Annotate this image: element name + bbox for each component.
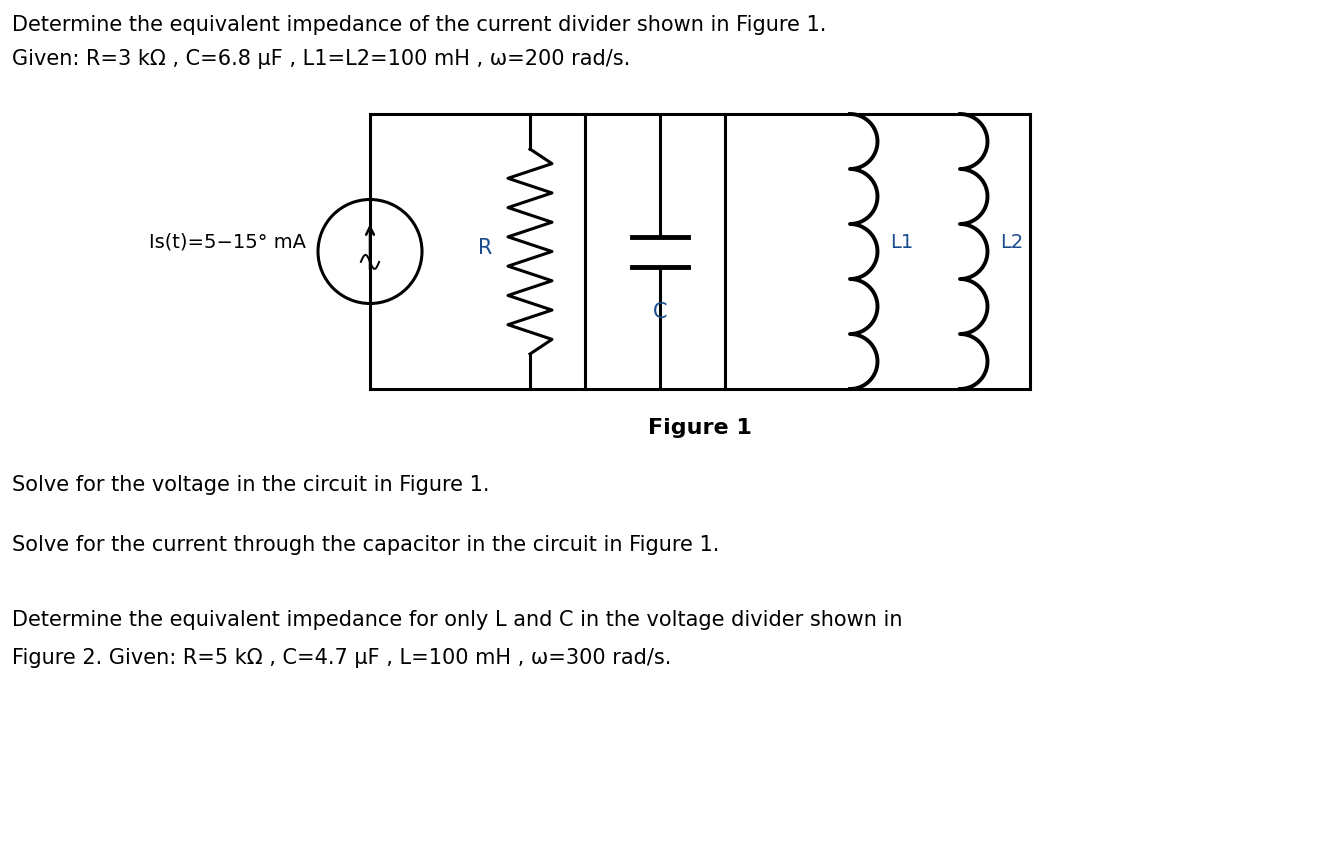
Text: Is(t)=5−15° mA: Is(t)=5−15° mA [149, 233, 306, 252]
Text: Figure 1: Figure 1 [648, 418, 752, 437]
Text: Figure 2. Given: R=5 kΩ , C=4.7 μF , L=100 mH , ω=300 rad/s.: Figure 2. Given: R=5 kΩ , C=4.7 μF , L=1… [12, 647, 672, 668]
Text: L2: L2 [1001, 233, 1023, 252]
Text: C: C [653, 302, 667, 322]
Text: Determine the equivalent impedance of the current divider shown in Figure 1.: Determine the equivalent impedance of th… [12, 15, 826, 35]
Text: L1: L1 [890, 233, 913, 252]
Text: Determine the equivalent impedance for only L and C in the voltage divider shown: Determine the equivalent impedance for o… [12, 609, 903, 630]
Text: Given: R=3 kΩ , C=6.8 μF , L1=L2=100 mH , ω=200 rad/s.: Given: R=3 kΩ , C=6.8 μF , L1=L2=100 mH … [12, 49, 630, 69]
Text: Solve for the voltage in the circuit in Figure 1.: Solve for the voltage in the circuit in … [12, 474, 490, 495]
Text: Solve for the current through the capacitor in the circuit in Figure 1.: Solve for the current through the capaci… [12, 534, 719, 555]
Text: R: R [478, 237, 492, 257]
